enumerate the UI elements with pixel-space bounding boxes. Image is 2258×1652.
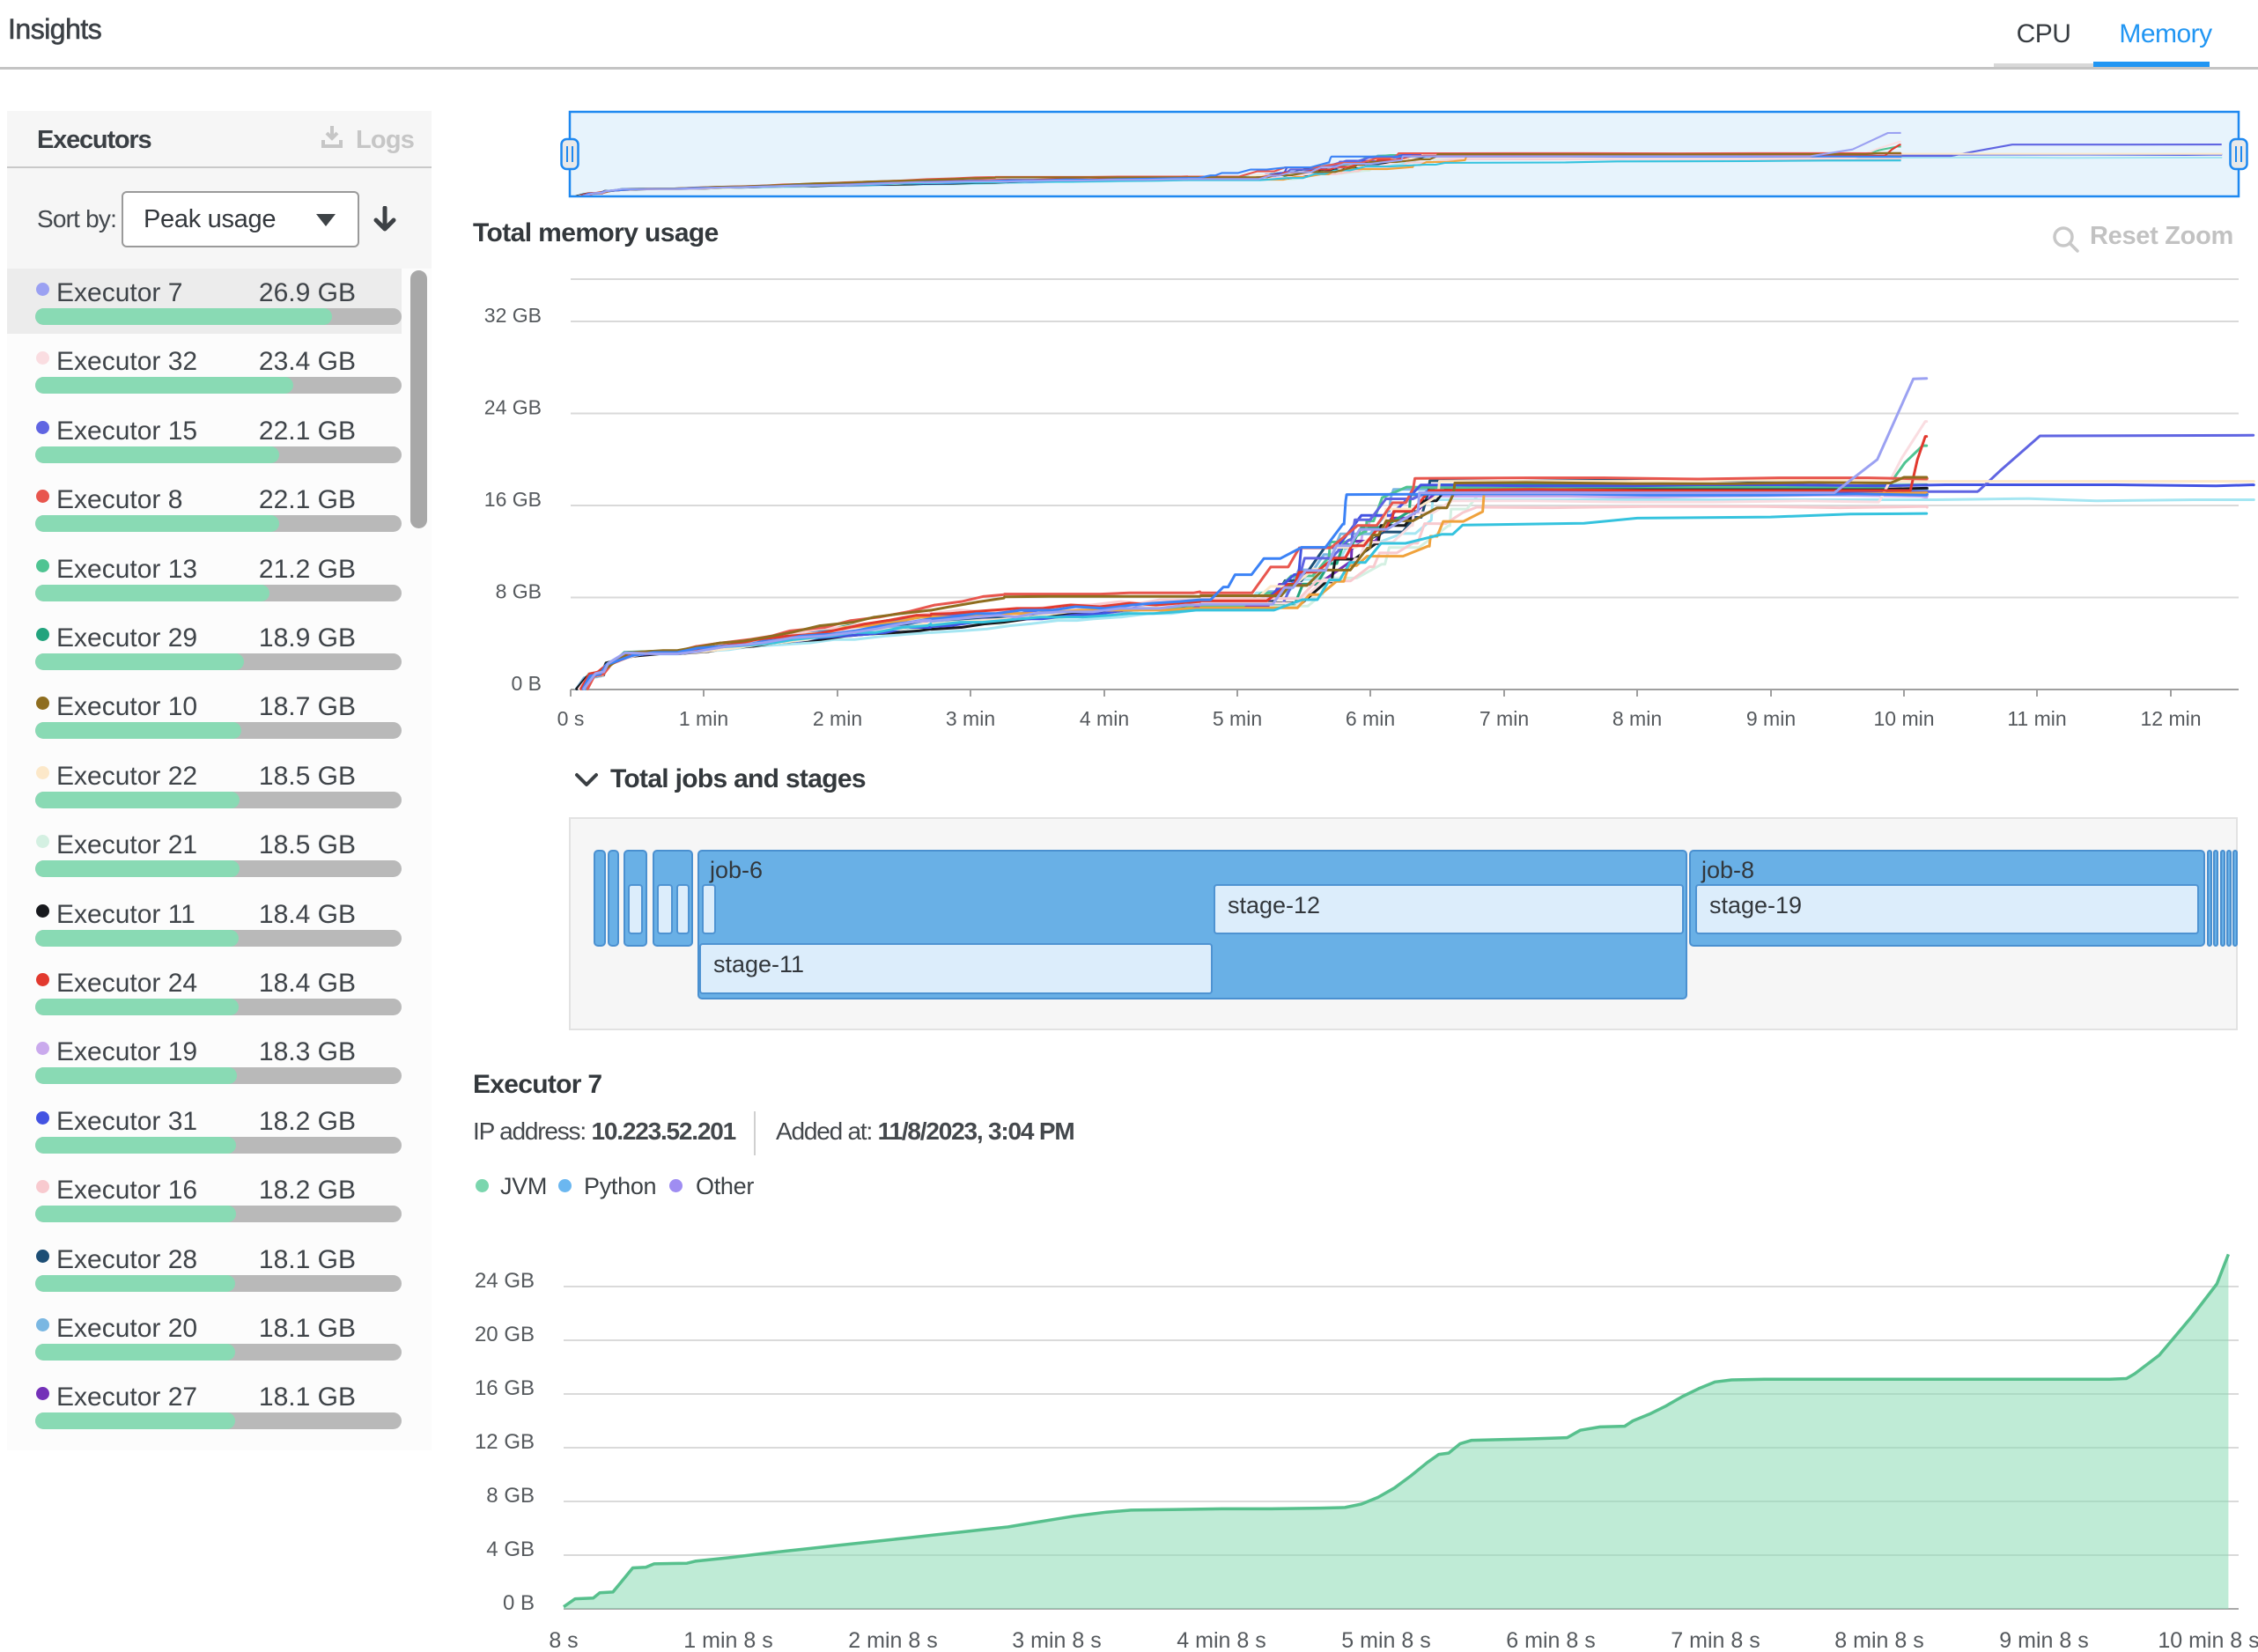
svg-text:4 min: 4 min	[1080, 707, 1129, 730]
svg-text:0 B: 0 B	[503, 1591, 535, 1615]
svg-text:8 GB: 8 GB	[496, 580, 542, 603]
svg-text:4 GB: 4 GB	[486, 1538, 535, 1561]
svg-text:3 min 8 s: 3 min 8 s	[1012, 1628, 1101, 1652]
svg-text:8 s: 8 s	[549, 1628, 578, 1652]
svg-text:12 min: 12 min	[2140, 707, 2201, 730]
svg-text:0 s: 0 s	[557, 707, 585, 730]
svg-text:10 min 8 s: 10 min 8 s	[2158, 1628, 2258, 1652]
svg-text:11 min: 11 min	[2007, 707, 2066, 730]
svg-text:8 min 8 s: 8 min 8 s	[1834, 1628, 1923, 1652]
svg-text:24 GB: 24 GB	[484, 396, 542, 419]
svg-text:24 GB: 24 GB	[475, 1269, 535, 1293]
svg-text:8 GB: 8 GB	[486, 1484, 535, 1508]
svg-text:8 min: 8 min	[1612, 707, 1662, 730]
svg-text:6 min 8 s: 6 min 8 s	[1506, 1628, 1595, 1652]
svg-text:16 GB: 16 GB	[484, 488, 542, 511]
svg-text:9 min: 9 min	[1746, 707, 1796, 730]
svg-text:5 min: 5 min	[1213, 707, 1262, 730]
svg-text:7 min 8 s: 7 min 8 s	[1671, 1628, 1760, 1652]
svg-text:16 GB: 16 GB	[475, 1376, 535, 1400]
svg-text:5 min 8 s: 5 min 8 s	[1341, 1628, 1430, 1652]
svg-text:12 GB: 12 GB	[475, 1430, 535, 1454]
svg-text:32 GB: 32 GB	[484, 304, 542, 327]
svg-text:7 min: 7 min	[1480, 707, 1529, 730]
svg-text:6 min: 6 min	[1346, 707, 1395, 730]
svg-text:0 B: 0 B	[511, 672, 542, 695]
svg-text:10 min: 10 min	[1873, 707, 1934, 730]
svg-text:3 min: 3 min	[946, 707, 995, 730]
svg-text:2 min 8 s: 2 min 8 s	[848, 1628, 937, 1652]
svg-text:4 min 8 s: 4 min 8 s	[1177, 1628, 1266, 1652]
svg-text:1 min: 1 min	[679, 707, 728, 730]
svg-text:2 min: 2 min	[813, 707, 862, 730]
svg-text:20 GB: 20 GB	[475, 1323, 535, 1346]
svg-text:9 min 8 s: 9 min 8 s	[1999, 1628, 2088, 1652]
svg-text:1 min 8 s: 1 min 8 s	[683, 1628, 772, 1652]
